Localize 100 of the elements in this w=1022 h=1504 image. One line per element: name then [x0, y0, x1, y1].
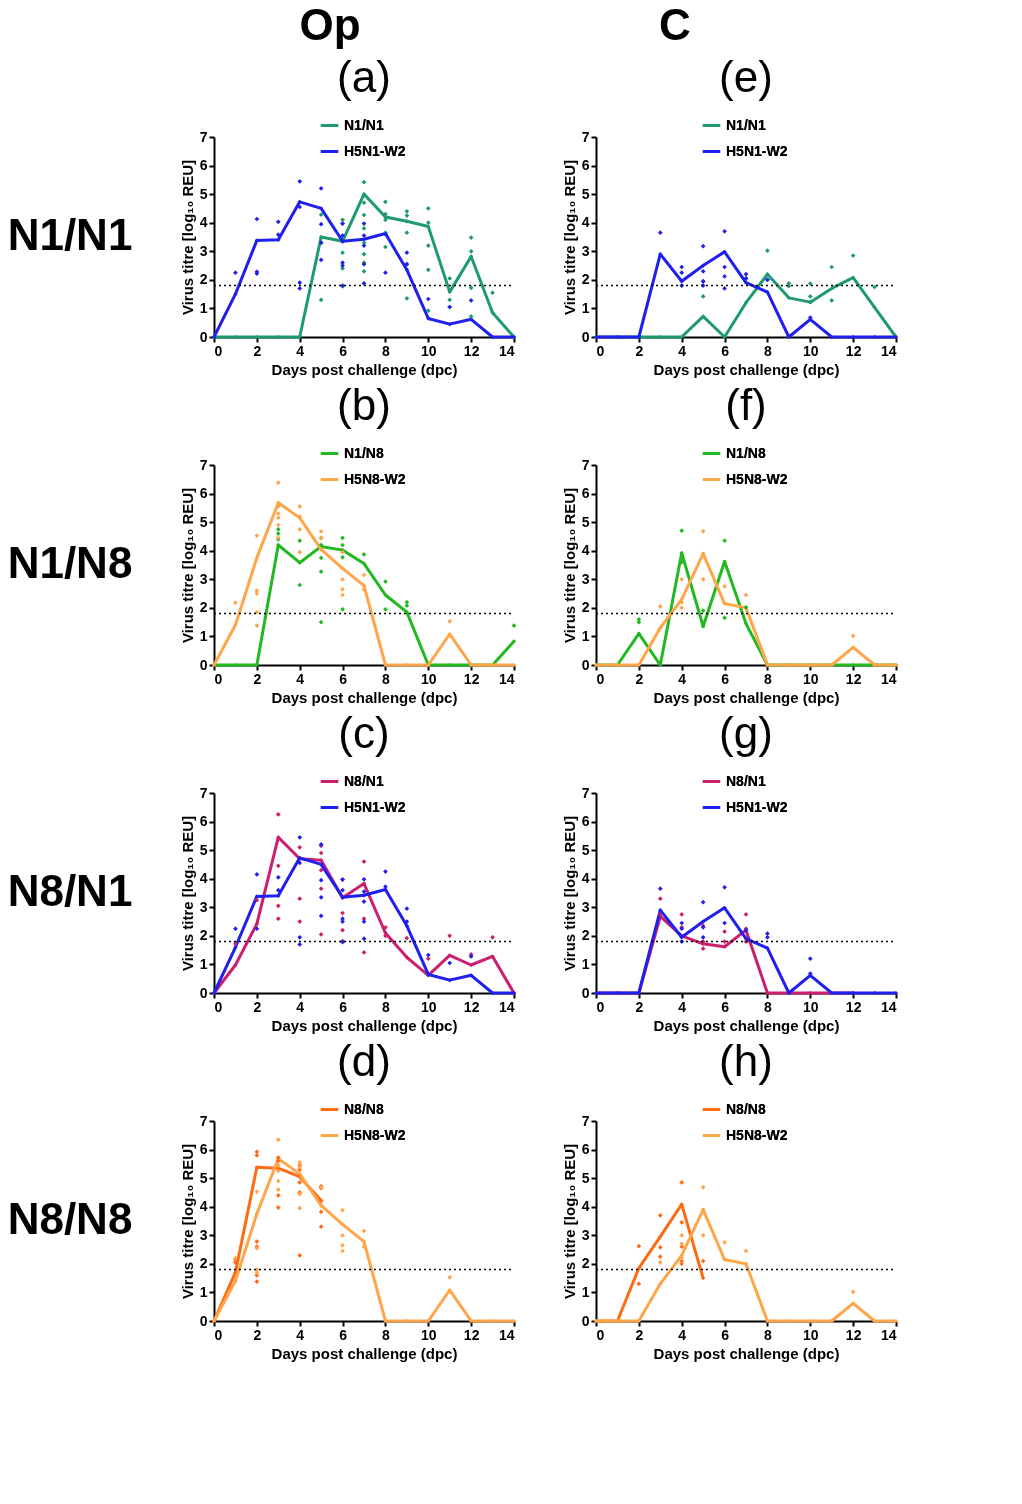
x-tick-label: 0	[214, 998, 223, 1015]
y-tick-label: 6	[581, 1141, 590, 1158]
x-axis-title: Days post challenge (dpc)	[653, 1016, 840, 1034]
x-tick-label: 6	[721, 998, 730, 1015]
y-tick-label: 7	[199, 1112, 208, 1129]
x-tick-label: 8	[764, 670, 773, 687]
legend-label: H5N8-W2	[344, 1126, 406, 1143]
x-tick-label: 8	[382, 998, 391, 1015]
legend-label: N1/N1	[344, 116, 384, 133]
x-tick-label: 14	[498, 998, 515, 1015]
y-tick-label: 6	[581, 485, 590, 502]
x-tick-label: 6	[721, 670, 730, 687]
x-tick-label: 0	[214, 670, 223, 687]
x-tick-label: 0	[596, 998, 605, 1015]
chart-title: (g)	[719, 708, 773, 757]
y-tick-label: 7	[581, 128, 590, 145]
y-tick-label: 3	[199, 570, 208, 587]
y-tick-label: 7	[199, 456, 208, 473]
x-axis-title: Days post challenge (dpc)	[653, 688, 840, 706]
y-axis-title: Virus titre [log₁₀ REU]	[560, 1143, 578, 1300]
x-axis-title: Days post challenge (dpc)	[271, 688, 458, 706]
x-tick-label: 12	[845, 342, 862, 359]
x-tick-label: 4	[296, 342, 305, 359]
x-tick-label: 6	[721, 1326, 730, 1343]
y-tick-label: 0	[581, 656, 590, 673]
y-tick-label: 1	[581, 1283, 590, 1300]
x-tick-label: 14	[880, 1326, 897, 1343]
x-tick-label: 14	[880, 342, 897, 359]
x-tick-label: 2	[253, 1326, 262, 1343]
x-tick-label: 4	[678, 1326, 687, 1343]
x-tick-label: 0	[214, 342, 223, 359]
x-tick-label: 0	[214, 1326, 223, 1343]
x-tick-label: 10	[421, 1326, 437, 1343]
x-tick-label: 6	[721, 342, 730, 359]
y-tick-label: 5	[199, 841, 208, 858]
x-tick-label: 14	[498, 1326, 515, 1343]
legend-label: N1/N1	[726, 116, 766, 133]
y-tick-label: 7	[581, 1112, 590, 1129]
y-tick-label: 1	[199, 627, 208, 644]
legend-label: N1/N8	[344, 444, 384, 461]
legend-label: H5N8-W2	[344, 470, 406, 487]
x-tick-label: 8	[382, 1326, 391, 1343]
y-tick-label: 1	[581, 299, 590, 316]
x-tick-label: 4	[296, 670, 305, 687]
y-tick-label: 3	[199, 898, 208, 915]
y-tick-label: 6	[199, 485, 208, 502]
y-tick-label: 0	[581, 328, 590, 345]
text: N8/N1	[7, 866, 133, 915]
x-tick-label: 8	[764, 1326, 773, 1343]
y-tick-label: 1	[199, 299, 208, 316]
x-tick-label: 8	[764, 998, 773, 1015]
y-tick-label: 0	[199, 984, 208, 1001]
y-tick-label: 4	[199, 214, 208, 231]
text: N1/N1	[7, 210, 133, 259]
x-tick-label: 6	[339, 342, 348, 359]
text: N1/N8	[7, 538, 133, 587]
x-tick-label: 10	[803, 342, 819, 359]
y-tick-label: 5	[581, 1169, 590, 1186]
y-tick-label: 2	[581, 271, 590, 288]
y-tick-label: 2	[581, 927, 590, 944]
y-axis-title: Virus titre [log₁₀ REU]	[560, 815, 578, 972]
x-tick-label: 14	[880, 670, 897, 687]
x-tick-label: 8	[382, 342, 391, 359]
y-tick-label: 4	[581, 214, 590, 231]
y-tick-label: 6	[199, 157, 208, 174]
legend-label: H5N1-W2	[344, 798, 406, 815]
chart-title: (f)	[725, 380, 767, 429]
text: Op	[299, 0, 361, 49]
y-axis-title: Virus titre [log₁₀ REU]	[178, 1143, 196, 1300]
x-tick-label: 8	[764, 342, 773, 359]
y-axis-title: Virus titre [log₁₀ REU]	[178, 487, 196, 644]
legend-label: N1/N8	[726, 444, 766, 461]
y-tick-label: 5	[581, 841, 590, 858]
y-tick-label: 0	[199, 328, 208, 345]
y-tick-label: 2	[199, 1255, 208, 1272]
legend-label: H5N8-W2	[726, 1126, 788, 1143]
x-tick-label: 2	[635, 998, 644, 1015]
x-tick-label: 10	[421, 342, 437, 359]
y-tick-label: 2	[581, 1255, 590, 1272]
x-axis-title: Days post challenge (dpc)	[271, 360, 458, 378]
y-tick-label: 6	[199, 1141, 208, 1158]
chart-title: (h)	[719, 1036, 773, 1085]
x-tick-label: 2	[253, 998, 262, 1015]
legend-label: N8/N8	[344, 1100, 384, 1117]
x-tick-label: 4	[678, 670, 687, 687]
x-tick-label: 4	[296, 998, 305, 1015]
legend-label: H5N8-W2	[726, 470, 788, 487]
x-tick-label: 10	[803, 998, 819, 1015]
y-tick-label: 6	[199, 813, 208, 830]
x-axis-title: Days post challenge (dpc)	[271, 1344, 458, 1362]
chart-title: (a)	[337, 52, 391, 101]
y-axis-title: Virus titre [log₁₀ REU]	[560, 487, 578, 644]
y-tick-label: 3	[199, 242, 208, 259]
y-tick-label: 2	[199, 599, 208, 616]
y-tick-label: 5	[199, 513, 208, 530]
y-tick-label: 3	[581, 1226, 590, 1243]
x-tick-label: 6	[339, 670, 348, 687]
x-tick-label: 8	[382, 670, 391, 687]
y-tick-label: 7	[581, 456, 590, 473]
y-tick-label: 6	[581, 813, 590, 830]
